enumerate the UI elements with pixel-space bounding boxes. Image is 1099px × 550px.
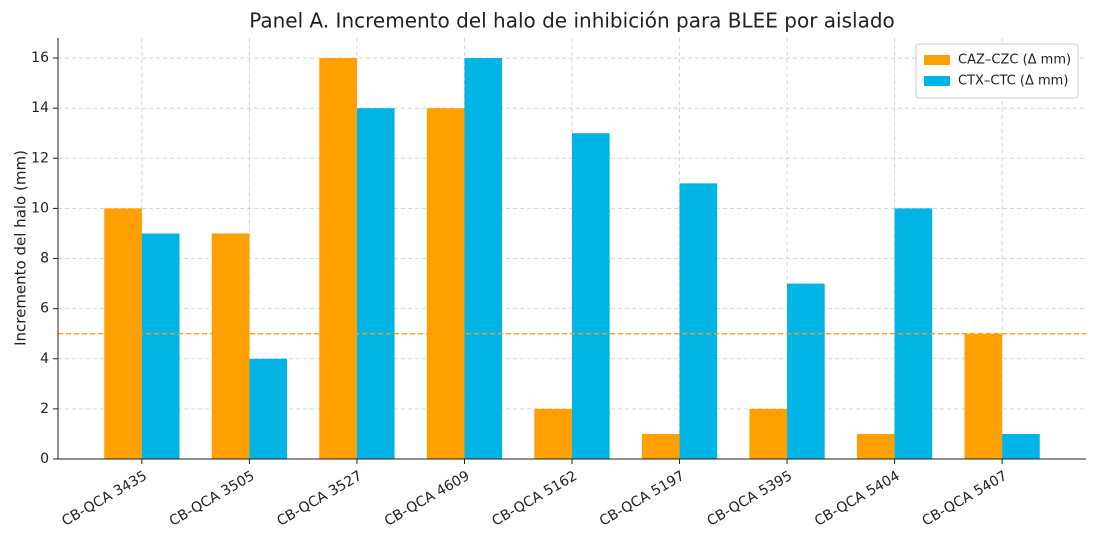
bar	[1002, 433, 1040, 459]
y-tick-label: 14	[31, 100, 49, 116]
x-tick-label: CB-QCA 5407	[920, 468, 1011, 530]
bar	[964, 333, 1003, 459]
bar	[141, 233, 180, 459]
bar	[641, 433, 680, 459]
legend-box	[915, 43, 1079, 99]
bar	[319, 58, 357, 460]
bar	[572, 133, 610, 459]
y-tick-label: 10	[31, 200, 49, 216]
x-tick-label: CB-QCA 5162	[489, 468, 580, 530]
bar	[426, 108, 465, 460]
legend-swatch	[924, 76, 950, 86]
y-tick-label: 6	[40, 301, 49, 317]
bar	[679, 183, 718, 459]
y-tick-label: 16	[31, 50, 49, 66]
bar	[856, 433, 895, 459]
y-tick-label: 2	[40, 401, 49, 417]
bar	[749, 408, 788, 459]
y-tick-label: 4	[40, 351, 49, 367]
bar	[787, 283, 825, 459]
bar	[534, 408, 572, 459]
y-tick-label: 12	[31, 150, 49, 166]
bar	[464, 58, 503, 460]
x-tick-label: CB-QCA 3527	[274, 468, 365, 530]
x-tick-label: CB-QCA 3505	[167, 468, 258, 530]
x-tick-label: CB-QCA 5197	[597, 468, 688, 530]
y-tick-label: 8	[40, 251, 49, 267]
y-tick-label: 0	[40, 451, 49, 467]
legend-label: CAZ–CZC (Δ mm)	[958, 53, 1071, 68]
chart-title: Panel A. Incremento del halo de inhibici…	[249, 9, 895, 33]
x-tick-label: CB-QCA 5395	[704, 468, 795, 530]
x-tick-label: CB-QCA 3435	[59, 468, 150, 530]
legend-swatch	[924, 55, 950, 65]
x-tick-label: CB-QCA 5404	[812, 468, 903, 530]
legend-label: CTX–CTC (Δ mm)	[958, 74, 1068, 89]
bar	[211, 233, 250, 459]
y-axis-label: Incremento del halo (mm)	[12, 150, 30, 346]
x-tick-label: CB-QCA 4609	[382, 468, 473, 530]
bar	[249, 358, 288, 459]
bar	[356, 108, 395, 460]
